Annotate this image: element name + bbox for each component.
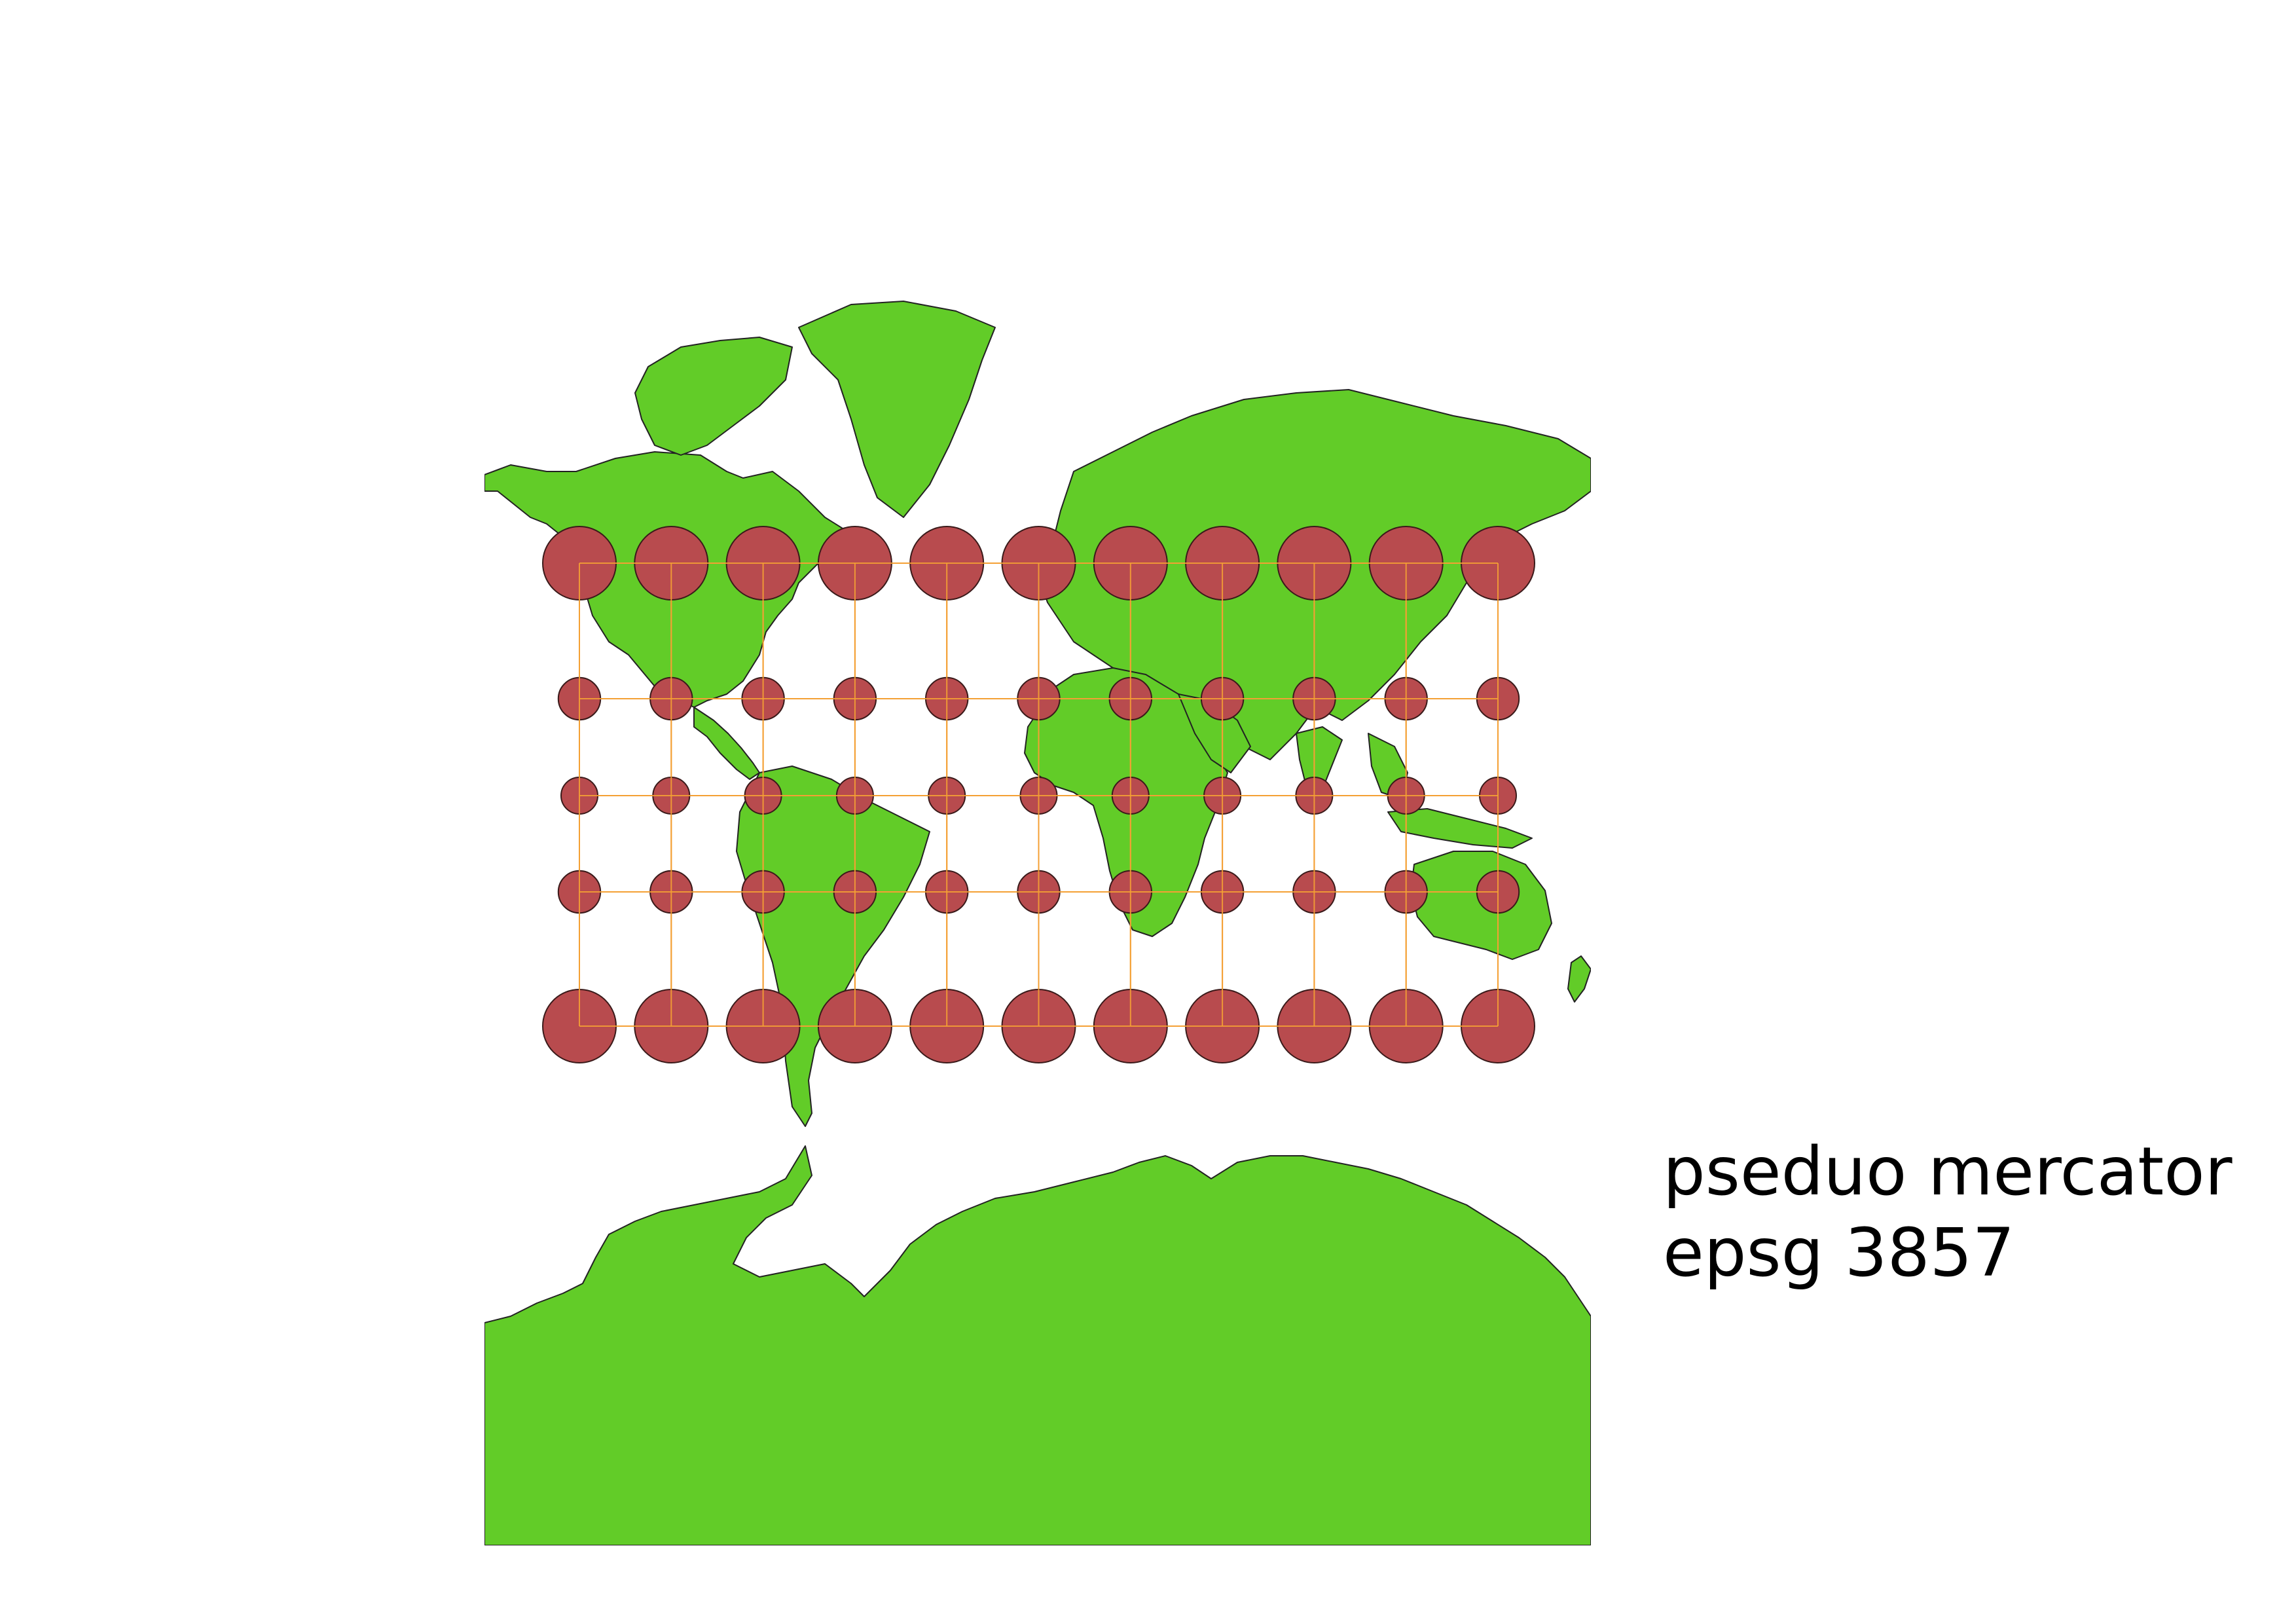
caption-projection-name: pseduo mercator — [1663, 1133, 2232, 1211]
land-layer — [484, 301, 1591, 1545]
central-america-landmass — [693, 707, 760, 780]
new-zealand-landmass — [1567, 955, 1591, 1003]
graticule-overlay — [579, 563, 1499, 1027]
antarctica-landmass — [484, 1145, 1591, 1545]
indonesia-landmass — [1387, 808, 1533, 849]
arctic-islands-landmass — [634, 337, 793, 456]
south-america-landmass — [736, 766, 930, 1127]
world-map — [484, 301, 1591, 1545]
map-frame — [484, 275, 1591, 1545]
caption-epsg-code: epsg 3857 — [1663, 1214, 2015, 1293]
greenland-landmass — [798, 301, 996, 518]
map-caption: pseduo mercator epsg 3857 — [1663, 1132, 2232, 1295]
